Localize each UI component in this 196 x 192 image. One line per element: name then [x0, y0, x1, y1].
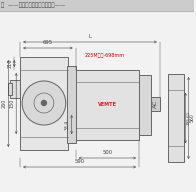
Text: 动  ——诚信、专业、务实、高效——: 动 ——诚信、专业、务实、高效——	[1, 3, 66, 8]
Bar	[10, 80, 20, 98]
Text: 150: 150	[9, 99, 14, 108]
Bar	[168, 74, 184, 162]
Circle shape	[22, 81, 66, 125]
Bar	[139, 75, 151, 135]
Text: AC: AC	[153, 100, 158, 108]
Bar	[0, 0, 194, 11]
Bar	[8, 83, 12, 95]
Text: 500: 500	[102, 150, 112, 155]
Text: L: L	[88, 33, 92, 39]
Bar	[67, 66, 76, 143]
Bar	[151, 97, 160, 111]
Bar	[20, 57, 68, 150]
Text: 560: 560	[190, 114, 195, 122]
Text: VEMTE: VEMTE	[98, 102, 117, 107]
Text: 395.61: 395.61	[187, 111, 191, 125]
Circle shape	[42, 100, 46, 105]
Text: 695: 695	[43, 40, 53, 45]
Text: 590: 590	[74, 159, 85, 164]
Text: 210: 210	[7, 59, 12, 68]
Text: 260: 260	[1, 99, 6, 108]
Text: 225M机座-698mm: 225M机座-698mm	[84, 52, 124, 57]
Bar	[76, 70, 139, 140]
Text: 33.4: 33.4	[65, 119, 70, 130]
